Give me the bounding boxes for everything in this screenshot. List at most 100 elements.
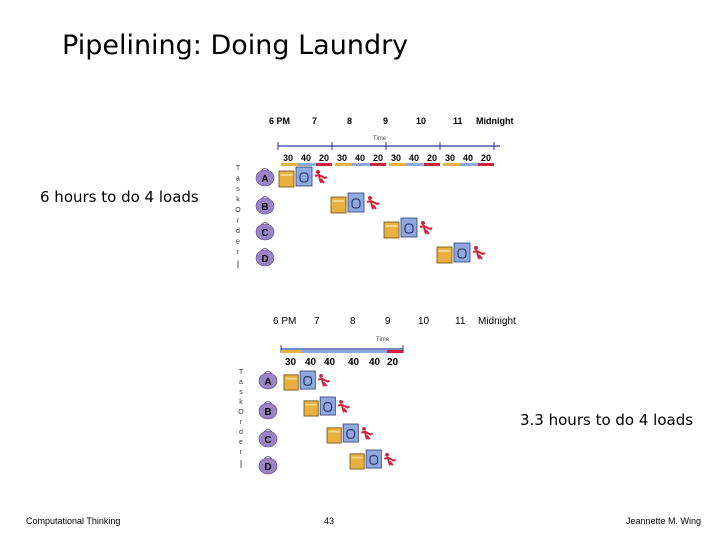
- duration-label: 30: [337, 153, 347, 163]
- hour-label: 10: [416, 116, 426, 126]
- folder-icon: [474, 246, 478, 250]
- washer-icon: [383, 221, 400, 239]
- hour-label: Midnight: [478, 316, 516, 327]
- duration-segment: [335, 163, 352, 166]
- task-order-letter: e: [239, 439, 243, 446]
- hour-label: 7: [312, 116, 317, 126]
- duration-segment: [424, 163, 440, 166]
- folder-icon: [319, 374, 323, 378]
- task-order-letter: a: [236, 176, 240, 183]
- task-order-letter: O: [235, 207, 241, 214]
- task-order-letter: r: [240, 419, 243, 426]
- task-bag-icon: [258, 430, 278, 448]
- duration-segment: [352, 163, 370, 166]
- duration-label: 40: [369, 357, 381, 368]
- task-letter: B: [264, 407, 271, 418]
- slide-title: Pipelining: Doing Laundry: [62, 30, 409, 61]
- dryer-icon: [347, 192, 365, 213]
- duration-segment: [301, 350, 323, 353]
- task-order-letter: k: [239, 399, 243, 406]
- hour-label: 9: [383, 116, 388, 126]
- task-bag-icon: [258, 457, 278, 475]
- task-bag-icon: [258, 402, 278, 420]
- folder-icon: [421, 221, 425, 225]
- task-order-letter: k: [236, 197, 240, 204]
- duration-segment: [387, 350, 403, 353]
- dryer-icon: [295, 166, 313, 187]
- hour-label: 8: [347, 116, 352, 126]
- hour-label: 10: [418, 316, 430, 327]
- task-order-letter: O: [238, 409, 244, 416]
- duration-label: 40: [301, 153, 311, 163]
- folder-icon: [385, 453, 389, 457]
- duration-label: 30: [283, 153, 293, 163]
- duration-label: 20: [427, 153, 437, 163]
- duration-segment: [367, 350, 387, 353]
- task-letter: A: [264, 377, 271, 388]
- duration-segment: [406, 163, 424, 166]
- washer-icon: [326, 427, 342, 444]
- hour-label: 9: [385, 316, 391, 327]
- duration-segment: [478, 163, 494, 166]
- task-letter: D: [261, 254, 268, 265]
- hour-label: 6 PM: [269, 116, 290, 126]
- task-order-letter: s: [236, 186, 240, 193]
- washer-icon: [283, 374, 299, 391]
- dryer-icon: [453, 242, 471, 263]
- task-bag-icon: [255, 197, 275, 215]
- duration-label: 40: [355, 153, 365, 163]
- folder-icon: [362, 427, 366, 431]
- duration-label: 20: [481, 153, 491, 163]
- duration-segment: [298, 163, 316, 166]
- task-order-letter: e: [236, 239, 240, 246]
- hour-label: Midnight: [476, 116, 514, 126]
- task-bag-icon: [255, 169, 275, 187]
- duration-label: 20: [387, 357, 399, 368]
- task-letter: B: [261, 202, 268, 213]
- washer-icon: [330, 196, 347, 214]
- task-order-letter: d: [239, 429, 243, 436]
- hour-label: 11: [453, 116, 463, 126]
- duration-label: 20: [373, 153, 383, 163]
- hour-label: 8: [350, 316, 356, 327]
- duration-segment: [460, 163, 478, 166]
- task-bag-icon: [255, 223, 275, 241]
- task-order-letter: d: [236, 228, 240, 235]
- footer-course: Computational Thinking: [26, 516, 121, 526]
- washer-icon: [349, 453, 365, 470]
- washer-icon: [303, 400, 319, 417]
- duration-label: 30: [445, 153, 455, 163]
- duration-segment: [323, 350, 345, 353]
- footer-page-number: 43: [324, 516, 335, 526]
- folder-icon: [339, 400, 343, 404]
- dryer-icon: [342, 423, 359, 443]
- label-sequential: 6 hours to do 4 loads: [40, 188, 199, 206]
- duration-label: 40: [305, 357, 317, 368]
- axis-label: Time: [373, 136, 387, 142]
- duration-label: 40: [409, 153, 419, 163]
- task-order-letter: a: [239, 379, 243, 386]
- duration-segment: [281, 163, 298, 166]
- task-order-letter: T: [236, 165, 241, 172]
- duration-segment: [443, 163, 460, 166]
- dryer-icon: [400, 217, 418, 238]
- axis-label: Time: [376, 337, 390, 343]
- duration-segment: [370, 163, 386, 166]
- task-bag-icon: [255, 249, 275, 267]
- dryer-icon: [365, 449, 382, 469]
- dryer-icon: [299, 370, 316, 390]
- duration-label: 40: [348, 357, 360, 368]
- washer-icon: [436, 246, 453, 264]
- folder-icon: [368, 196, 372, 200]
- duration-label: 40: [463, 153, 473, 163]
- task-order-letter: r: [237, 218, 240, 225]
- task-bag-icon: [258, 372, 278, 390]
- task-letter: C: [264, 435, 271, 446]
- duration-label: 20: [319, 153, 329, 163]
- duration-segment: [316, 163, 332, 166]
- duration-segment: [281, 350, 301, 353]
- task-letter: D: [264, 462, 271, 473]
- hour-label: 6 PM: [273, 316, 296, 327]
- task-order-letter: s: [239, 389, 243, 396]
